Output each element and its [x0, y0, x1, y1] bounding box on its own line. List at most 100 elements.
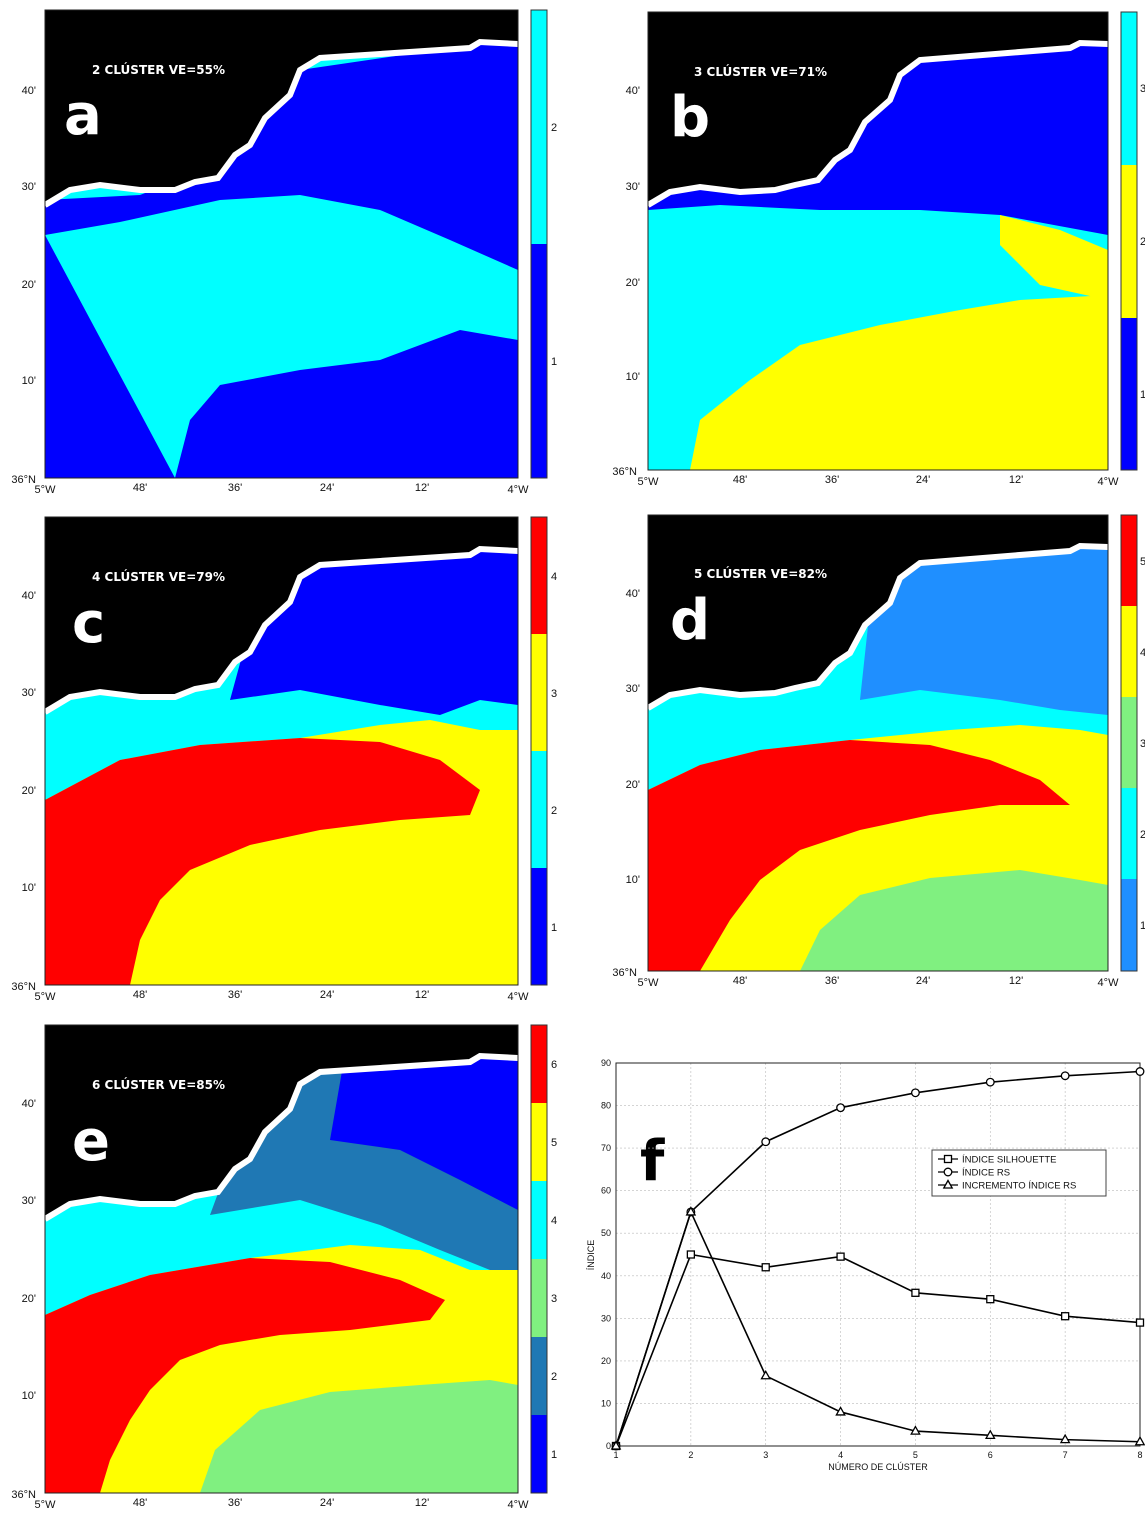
- y-tick: 10': [22, 375, 36, 387]
- coastline: [45, 38, 518, 208]
- y-tick: 40': [626, 588, 640, 600]
- sea-cluster-4: [45, 738, 480, 985]
- series-square: [611, 1250, 1145, 1451]
- panel-e-letter: e: [72, 1109, 110, 1174]
- x-tick: 4°W: [508, 991, 530, 1003]
- y-axis-label: ÍNDICE: [586, 1240, 596, 1271]
- x-tick-label: 2: [688, 1450, 693, 1460]
- x-tick: 4°W: [1098, 977, 1120, 989]
- axis-c: 40' 30' 20' 10' 36°N 5°W 48' 36' 24' 12'…: [11, 590, 529, 1003]
- data-point: [686, 1250, 696, 1259]
- data-point: [1060, 1071, 1070, 1081]
- panel-b-letter: b: [670, 85, 710, 150]
- colorbar-c: 1 2 3 4: [530, 516, 557, 986]
- x-tick: 24': [916, 474, 930, 486]
- x-tick: 36': [228, 1497, 242, 1509]
- map-panel-c: 4 CLÚSTER VE=79% c 1 2 3 4 40' 30' 20' 1…: [11, 516, 557, 1003]
- x-tick: 24': [320, 989, 334, 1001]
- data-point: [986, 1295, 995, 1304]
- x-tick: 5°W: [638, 977, 660, 989]
- y-tick: 10': [626, 874, 640, 886]
- data-point: [761, 1263, 770, 1272]
- x-tick: 5°W: [638, 476, 660, 488]
- x-tick: 12': [415, 1497, 429, 1509]
- legend-label: ÍNDICE RS: [962, 1168, 1010, 1179]
- data-point: [1135, 1318, 1145, 1327]
- x-tick-label: 5: [913, 1450, 918, 1460]
- x-tick: 48': [733, 474, 747, 486]
- panel-c-letter: c: [72, 591, 105, 656]
- x-tick-label: 8: [1137, 1450, 1142, 1460]
- x-tick: 36': [228, 989, 242, 1001]
- y-tick: 40': [22, 590, 36, 602]
- y-tick: 20': [22, 1293, 36, 1305]
- colorbar-e-tick-2: 2: [551, 1371, 557, 1383]
- x-tick-label: 1: [613, 1450, 618, 1460]
- colorbar-e-tick-4: 4: [551, 1215, 557, 1227]
- y-tick-label: 40: [601, 1271, 611, 1281]
- x-tick-label: 7: [1063, 1450, 1068, 1460]
- y-tick: 20': [22, 785, 36, 797]
- series-line: [615, 1070, 1141, 1447]
- y-tick: 36°N: [11, 474, 36, 486]
- coastline: [648, 542, 1108, 711]
- y-tick: 36°N: [11, 1489, 36, 1501]
- data-point: [685, 1206, 697, 1216]
- colorbar-d-tick-1: 1: [1140, 920, 1145, 932]
- x-tick: 4°W: [1098, 476, 1120, 488]
- colorbar-c-tick-4: 4: [551, 571, 557, 583]
- data-point: [1059, 1433, 1071, 1444]
- data-point: [1135, 1067, 1145, 1076]
- colorbar-a: 1 2: [530, 9, 557, 479]
- y-tick: 40': [22, 85, 36, 97]
- legend-label: ÍNDICE SILHOUETTE: [962, 1155, 1057, 1166]
- y-tick-label: 90: [601, 1058, 611, 1068]
- data-point: [911, 1288, 920, 1297]
- series-line: [615, 1209, 1141, 1447]
- legend-marker: [943, 1154, 953, 1164]
- panel-a-letter: a: [64, 83, 102, 148]
- x-tick: 48': [733, 975, 747, 987]
- y-tick: 36°N: [612, 466, 637, 478]
- sea-cluster-5: [648, 740, 1070, 971]
- x-tick: 5°W: [35, 484, 57, 496]
- y-tick: 10': [22, 882, 36, 894]
- colorbar-c-tick-2: 2: [551, 805, 557, 817]
- y-tick: 10': [22, 1390, 36, 1402]
- x-tick: 48': [133, 1497, 147, 1509]
- x-axis-label: NÚMERO DE CLÚSTER: [828, 1462, 928, 1472]
- sea-cluster-1: [45, 45, 518, 478]
- x-tick-label: 6: [988, 1450, 993, 1460]
- y-tick: 40': [22, 1098, 36, 1110]
- colorbar-c-tick-3: 3: [551, 688, 557, 700]
- series-circle: [611, 1067, 1145, 1451]
- y-tick: 20': [22, 279, 36, 291]
- x-tick: 12': [415, 989, 429, 1001]
- x-tick: 36': [825, 474, 839, 486]
- colorbar-d: 1 2 3 4 5: [1120, 514, 1145, 972]
- colorbar-b-tick-1: 1: [1140, 389, 1145, 401]
- x-tick-label: 4: [838, 1450, 843, 1460]
- y-tick: 30': [22, 687, 36, 699]
- x-tick: 5°W: [35, 1499, 57, 1511]
- y-tick-label: 20: [601, 1356, 611, 1366]
- land: [45, 10, 518, 205]
- colorbar-d-tick-3: 3: [1140, 738, 1145, 750]
- y-tick: 20': [626, 779, 640, 791]
- panel-d-label: 5 CLÚSTER VE=82%: [694, 566, 827, 581]
- colorbar-e: 1 2 3 4 5 6: [530, 1024, 557, 1494]
- colorbar-e-tick-5: 5: [551, 1137, 557, 1149]
- colorbar-e-tick-6: 6: [551, 1059, 557, 1071]
- axis-d: 40' 30' 20' 10' 36°N 5°W 48' 36' 24' 12'…: [612, 588, 1119, 989]
- map-panel-e: 6 CLÚSTER VE=85% e 1 2 3 4 5 6 40' 30' 2…: [11, 1024, 557, 1511]
- colorbar-b-tick-3: 3: [1140, 83, 1145, 95]
- colorbar-e-tick-1: 1: [551, 1449, 557, 1461]
- y-tick-label: 70: [601, 1143, 611, 1153]
- axis-a: 40' 30' 20' 10' 36°N 5°W 48' 36' 24' 12'…: [11, 85, 529, 496]
- colorbar-d-tick-4: 4: [1140, 647, 1145, 659]
- panel-c-label: 4 CLÚSTER VE=79%: [92, 569, 225, 584]
- data-point: [984, 1429, 996, 1440]
- data-point: [910, 1425, 921, 1435]
- legend-marker: [942, 1179, 954, 1189]
